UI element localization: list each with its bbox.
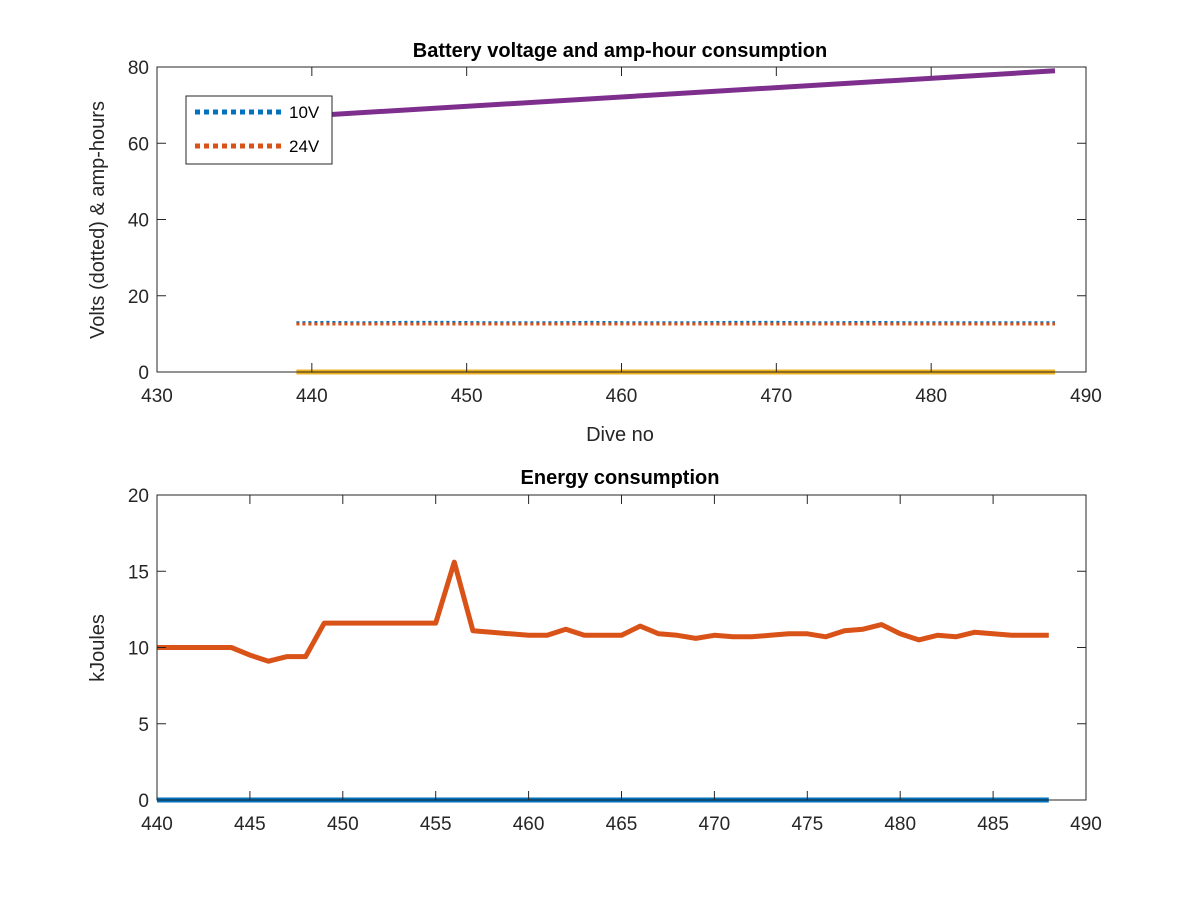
energy-chart-y-tick-label: 0 [138,791,149,812]
battery-chart-x-tick-label: 470 [760,386,792,407]
battery-chart-legend: 10V 24V [185,95,333,165]
energy-chart-y-tick-label: 20 [128,486,149,507]
battery-chart-y-tick-label: 60 [128,134,149,155]
energy-chart-series-line-0 [157,559,1049,664]
battery-chart-x-tick-label: 480 [915,386,947,407]
energy-chart-y-tick-label: 15 [128,562,149,583]
energy-chart-x-tick-label: 475 [791,814,823,835]
energy-chart-x-tick-label: 485 [977,814,1009,835]
energy-chart-x-tick-label: 460 [513,814,545,835]
battery-chart-y-tick-label: 20 [128,287,149,308]
battery-chart-x-axis-label: Dive no [586,424,654,446]
battery-chart-y-tick-label: 40 [128,211,149,232]
battery-chart-x-tick-label: 460 [606,386,638,407]
battery-chart-y-tick-label: 0 [138,363,149,384]
battery-chart: Battery voltage and amp-hour consumption… [87,40,1102,446]
battery-chart-series-layer [296,68,1056,375]
legend-label-10v: 10V [289,103,320,122]
battery-chart-x-tick-label: 440 [296,386,328,407]
energy-chart-series-layer [157,559,1049,803]
energy-chart-axes-box [156,494,1087,801]
energy-chart-x-tick-label: 440 [141,814,173,835]
energy-chart-x-tick-label: 470 [699,814,731,835]
energy-chart-ticks: 440 445 450 455 460 465 470 475 480 485 490 0 5 10 15 2… [128,486,1102,835]
battery-chart-x-tick-label: 490 [1070,386,1102,407]
battery-chart-y-axis-label: Volts (dotted) & amp-hours [87,101,109,339]
energy-chart-y-tick-label: 5 [138,715,149,736]
legend-label-24v: 24V [289,137,320,156]
energy-chart-y-axis-label: kJoules [87,614,109,682]
battery-chart-x-tick-label: 430 [141,386,173,407]
energy-chart-x-tick-label: 445 [234,814,266,835]
energy-chart-x-tick-label: 455 [420,814,452,835]
energy-chart-x-tick-label: 450 [327,814,359,835]
battery-chart-series-line-3 [296,68,1056,120]
battery-chart-y-tick-label: 80 [128,58,149,79]
energy-chart-x-tick-label: 490 [1070,814,1102,835]
battery-chart-x-tick-label: 450 [451,386,483,407]
energy-chart-x-tick-label: 480 [884,814,916,835]
energy-chart-y-tick-label: 10 [128,639,149,660]
energy-chart-x-tick-label: 465 [606,814,638,835]
legend-box [185,95,333,165]
energy-chart-title: Energy consumption [521,467,720,489]
energy-chart: Energy consumption 440 445 450 455 460 465 470… [87,467,1102,835]
battery-chart-ticks: 430 440 450 460 470 480 490 0 20 40 60 80 [128,58,1102,407]
battery-chart-title: Battery voltage and amp-hour consumption [413,40,827,62]
